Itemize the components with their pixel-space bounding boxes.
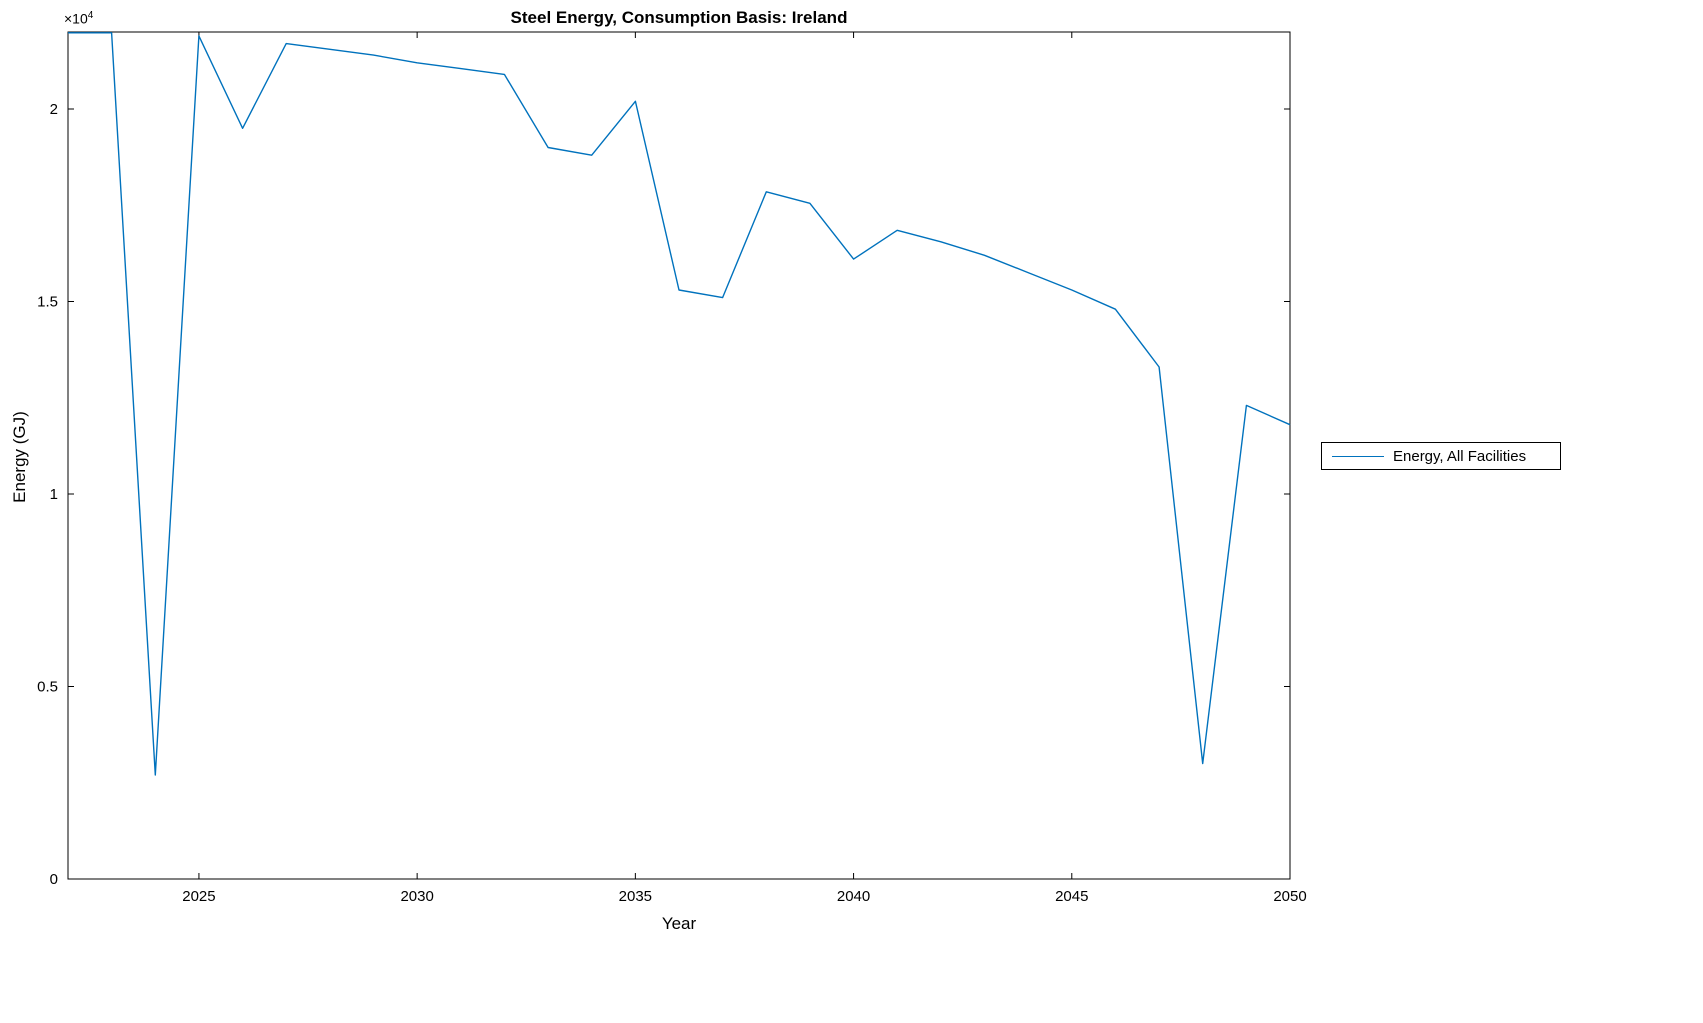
y-tick-label: 0.5: [37, 679, 58, 696]
y-axis-multiplier-base: ×10: [64, 10, 88, 27]
y-tick-label: 0: [50, 871, 58, 888]
x-tick-label: 2025: [182, 888, 215, 905]
chart-title: Steel Energy, Consumption Basis: Ireland: [510, 8, 848, 27]
y-tick-label: 2: [50, 101, 58, 118]
x-axis-label: Year: [661, 914, 697, 933]
legend-line-sample: [1332, 455, 1384, 457]
y-tick-label: 1.5: [37, 294, 58, 311]
y-axis-multiplier: ×104: [64, 10, 93, 27]
data-line-series: [68, 32, 1291, 776]
x-tick-label: 2040: [837, 888, 870, 905]
legend[interactable]: Energy, All Facilities: [1321, 442, 1561, 470]
y-axis-label: Energy (GJ): [10, 411, 29, 503]
x-tick-label: 2035: [619, 888, 652, 905]
x-tick-label: 2045: [1055, 888, 1088, 905]
axes-box: [67, 31, 1291, 880]
y-axis-multiplier-exponent: 4: [87, 10, 94, 21]
y-tick-label: 1: [50, 486, 58, 503]
x-tick-label: 2050: [1273, 888, 1306, 905]
x-tick-label: 2030: [400, 888, 433, 905]
legend-label: Energy, All Facilities: [1393, 447, 1527, 465]
